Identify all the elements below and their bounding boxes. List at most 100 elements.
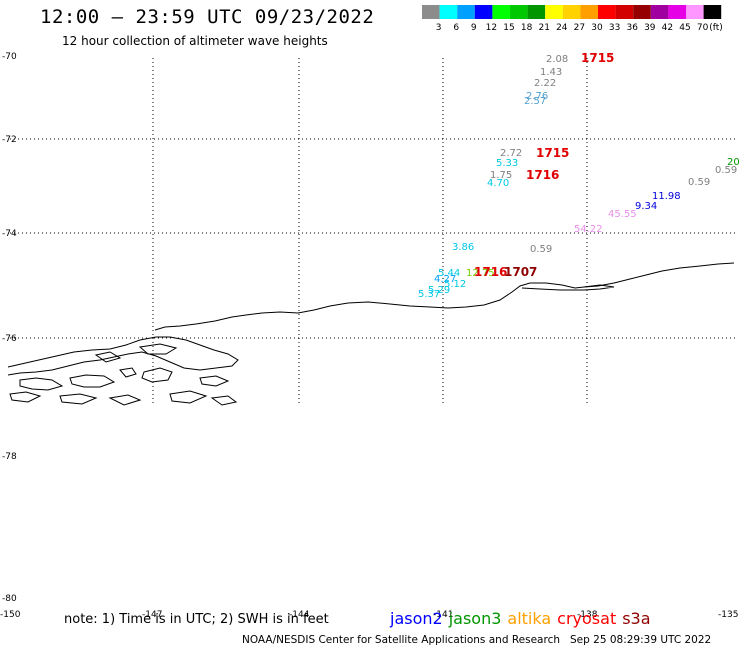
wave-height-label: 0.59 (715, 165, 737, 176)
legend-swatch (510, 5, 528, 19)
lat-label: -74 (2, 229, 17, 239)
ice-island (9, 391, 42, 403)
lat-label: -72 (2, 135, 17, 145)
legend-swatch (598, 5, 616, 19)
map-subtitle: 12 hour collection of altimeter wave hei… (62, 34, 328, 48)
legend-tick-label: 3 (436, 23, 442, 33)
lon-label: -135 (718, 610, 738, 620)
wave-height-label: 2.08 (546, 54, 568, 65)
legend-swatch (562, 5, 581, 19)
wave-height-label: 2.22 (534, 78, 556, 89)
legend-tick-label: 6 (453, 23, 459, 33)
wave-height-label: 5.44 (438, 268, 460, 279)
ice-island (119, 367, 137, 378)
legend-swatch (545, 5, 563, 19)
wave-height-label: 5.29 (428, 285, 450, 296)
lon-label: -141 (433, 610, 453, 620)
lon-label: -144 (289, 610, 310, 620)
legend-tick-label: 18 (521, 23, 533, 33)
wave-height-label: 2.57 (524, 96, 546, 107)
legend-tick-label: 9 (471, 23, 477, 33)
legend-swatch (615, 5, 634, 19)
wave-observations: 2.08 1715 1.432.22 2.762.57 2.72 1715 5.331.75… (418, 51, 740, 300)
ice-island (199, 375, 230, 387)
satellite-name: cryosat (557, 609, 617, 628)
ice-island (210, 395, 238, 406)
wave-height-label: 0.59 (688, 177, 710, 188)
ice-island (19, 377, 64, 391)
observation-time-label: 1707 (504, 265, 537, 279)
wave-height-label: 2.76 (526, 91, 548, 102)
legend-tick-label: 24 (556, 23, 568, 33)
legend-tick-label: 15 (503, 23, 514, 33)
legend-tick-label: 12 (486, 23, 497, 33)
legend-swatch (422, 5, 440, 19)
ice-shelf-edge (7, 336, 239, 376)
ice-island (108, 394, 142, 406)
footer-note: note: 1) Time is in UTC; 2) SWH is in fe… (64, 612, 329, 627)
credit-timestamp: Sep 25 08:29:39 UTC 2022 (570, 634, 712, 646)
lon-label: -147 (142, 610, 162, 620)
observation-time-label: 1716 (526, 168, 559, 182)
legend-tick-label: 36 (626, 23, 638, 33)
legend-tick-label: 42 (662, 23, 673, 33)
legend-unit-label: (ft) (709, 23, 723, 33)
legend-swatch (686, 5, 704, 19)
lon-label: -150 (0, 610, 21, 620)
ice-island (138, 343, 178, 355)
wave-height-label: 20 (727, 157, 740, 168)
observation-time-label: 1715 (581, 51, 614, 65)
coastline-main (154, 262, 735, 331)
legend-swatch (580, 5, 598, 19)
coastline-inlet (521, 284, 615, 291)
wave-height-label: 0.59 (530, 244, 552, 255)
legend-swatch (527, 5, 546, 19)
ice-island (169, 390, 208, 404)
lon-label: -138 (577, 610, 598, 620)
wave-height-label: 2.72 (500, 148, 522, 159)
satellite-legend: jason2 jason3 altika cryosat s3a (390, 609, 657, 628)
legend-swatch (457, 5, 475, 19)
legend-tick-label: 21 (538, 23, 549, 33)
observation-time-label: 1715 (536, 146, 569, 160)
antarctic-coastline (7, 262, 735, 406)
wave-height-label: 1.75 (490, 170, 512, 181)
satellite-name: jason3 (448, 609, 502, 628)
color-legend: 3 6 9 12 15 18 21 24 27 30 33 36 39 42 45 70 (422, 5, 722, 33)
lat-label: -80 (2, 594, 17, 604)
wave-height-label: 4.27 (434, 274, 456, 285)
map-title: 12:00 – 23:59 UTC 09/23/2022 (40, 6, 375, 28)
legend-tick-label: 30 (591, 23, 603, 33)
wave-height-label: 5.37 (418, 289, 440, 300)
lat-label: -76 (2, 334, 17, 344)
wave-height-label: 1.43 (540, 67, 562, 78)
wave-height-label: 5.12 (444, 279, 466, 290)
legend-swatch (492, 5, 510, 19)
wave-height-label: 5.33 (496, 158, 518, 169)
ice-island (59, 393, 98, 405)
legend-tick-label: 33 (609, 23, 620, 33)
wave-height-label: 45.55 (608, 209, 637, 220)
legend-tick-label: 27 (574, 23, 585, 33)
ice-island (94, 351, 122, 363)
observation-time-label: 1716 (474, 265, 507, 279)
legend-swatch (650, 5, 669, 19)
ice-island (141, 367, 173, 383)
credit-text: NOAA/NESDIS Center for Satellite Applica… (242, 634, 560, 646)
map-grid (10, 58, 735, 405)
satellite-name: s3a (622, 609, 651, 628)
legend-swatch (668, 5, 686, 19)
legend-swatch (633, 5, 651, 19)
wave-height-label: 12.75 (466, 268, 495, 279)
lat-label: -70 (2, 52, 17, 62)
footer-credit: NOAA/NESDIS Center for Satellite Applica… (242, 634, 711, 646)
legend-swatch (703, 5, 722, 19)
legend-swatch (474, 5, 493, 19)
wave-height-label: 4.70 (487, 178, 509, 189)
legend-tick-label: 70 (697, 23, 709, 33)
wave-height-label: 11.98 (652, 191, 681, 202)
wave-height-label: 3.86 (452, 242, 474, 253)
satellite-name: jason2 (390, 609, 443, 628)
